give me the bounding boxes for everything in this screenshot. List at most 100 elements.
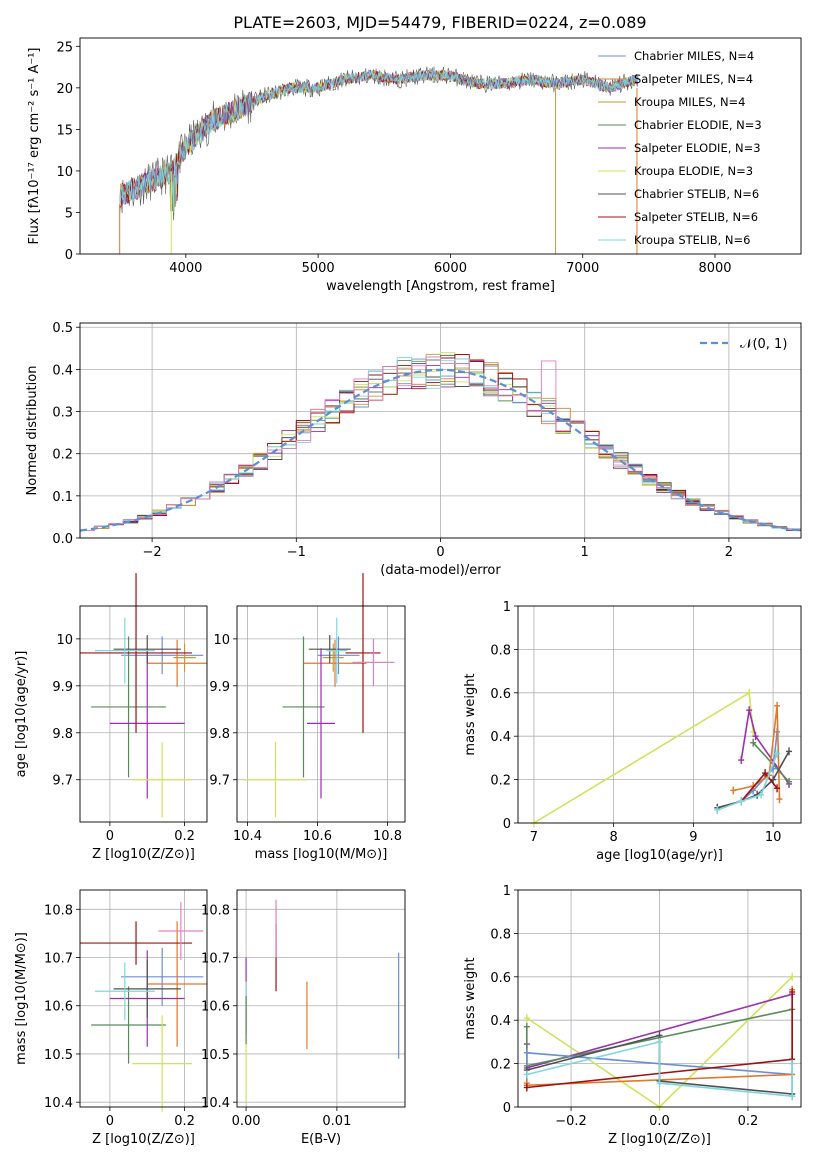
x-tick-label: 8 xyxy=(610,830,618,845)
y-tick-label: 1 xyxy=(503,884,511,899)
y-tick-label: 9.8 xyxy=(52,727,73,742)
chart-weight_vs_Z: −0.2 0.0 0.2 0 0.2 0.4 0.6 0.8 1 Z [log10(Z/Z⊙)] m… xyxy=(463,884,802,1147)
y-axis-label: mass [log10(M/M⊙)] xyxy=(14,932,29,1065)
x-tick-label: 10 xyxy=(765,830,782,845)
chart-residual_hist: −2 −1 0 1 2 0.0 0.1 0.2 0.3 0.4 0.5 (data-model)/er… xyxy=(25,321,802,578)
axes-frame xyxy=(79,322,802,539)
y-tick-label: 0.0 xyxy=(52,532,73,547)
x-axis-label: Z [log10(Z/Z⊙)] xyxy=(608,1132,711,1147)
y-tick-label: 10.8 xyxy=(201,903,230,918)
y-tick-label: 5 xyxy=(65,206,73,221)
legend-entry: Chabrier STELIB, N=6 xyxy=(634,187,759,201)
x-tick-label: 0 xyxy=(106,1114,114,1129)
x-axis-label: wavelength [Angstrom, rest frame] xyxy=(326,279,555,294)
y-tick-label: 10 xyxy=(56,633,73,648)
axes-frame xyxy=(79,889,208,1108)
y-tick-label: 0.8 xyxy=(490,643,511,658)
weight-line-kroupa_stelib xyxy=(717,753,778,811)
y-tick-label: 0.8 xyxy=(490,927,511,942)
y-tick-label: 0.6 xyxy=(490,971,511,986)
x-axis-label: mass [log10(M/M⊙)] xyxy=(255,847,388,862)
x-tick-label: 2 xyxy=(725,545,733,560)
y-tick-label: 0.6 xyxy=(490,687,511,702)
x-axis-label: age [log10(age/yr)] xyxy=(596,848,723,863)
y-tick-label: 10.5 xyxy=(201,1048,230,1063)
y-tick-label: 0.1 xyxy=(52,490,73,505)
x-axis-label: (data-model)/error xyxy=(380,563,501,578)
y-axis-label: Flux [fλ10⁻¹⁷ erg cm⁻² s⁻¹ A⁻¹] xyxy=(27,48,42,245)
weight-line-salpeter_elodie xyxy=(740,710,790,785)
y-tick-label: 10.6 xyxy=(201,1000,230,1015)
y-tick-label: 9.7 xyxy=(52,774,73,789)
x-axis-label: Z [log10(Z/Z⊙)] xyxy=(92,1132,195,1147)
figure-title: PLATE=2603, MJD=54479, FIBERID=0224, z=0… xyxy=(233,13,646,32)
y-tick-label: 10.7 xyxy=(201,952,230,967)
x-tick-label: 10.6 xyxy=(303,829,332,844)
x-tick-label: 10.4 xyxy=(233,829,262,844)
axes-frame xyxy=(517,889,802,1108)
y-tick-label: 9.9 xyxy=(209,680,230,695)
y-tick-label: 9.8 xyxy=(209,727,230,742)
x-tick-label: 0.2 xyxy=(738,1114,759,1129)
x-tick-label: −2 xyxy=(143,545,162,560)
x-tick-label: 5000 xyxy=(302,261,335,276)
axes-frame xyxy=(236,889,406,1108)
spectrum-line-chabrier_miles xyxy=(119,70,639,208)
legend-entry: Salpeter MILES, N=4 xyxy=(634,72,753,86)
y-tick-label: 10 xyxy=(213,633,230,648)
y-tick-label: 10.4 xyxy=(44,1096,73,1111)
normal-curve xyxy=(79,368,802,532)
y-tick-label: 0.4 xyxy=(490,1014,511,1029)
y-tick-label: 0 xyxy=(503,817,511,832)
legend-entry: Salpeter ELODIE, N=3 xyxy=(634,141,761,155)
legend-entry: 𝒩(0, 1) xyxy=(740,337,787,352)
x-tick-label: 7 xyxy=(530,830,538,845)
y-tick-label: 25 xyxy=(56,40,73,55)
y-tick-label: 1 xyxy=(503,600,511,615)
x-tick-label: 0 xyxy=(436,545,444,560)
legend-entry: Salpeter STELIB, N=6 xyxy=(634,210,758,224)
axes-frame xyxy=(236,605,406,823)
x-tick-label: 9 xyxy=(689,830,697,845)
y-tick-label: 10 xyxy=(56,165,73,180)
y-axis-label: mass weight xyxy=(463,673,478,755)
x-tick-label: 8000 xyxy=(698,261,731,276)
y-tick-label: 10.4 xyxy=(201,1096,230,1111)
x-tick-label: 0.2 xyxy=(174,1114,195,1129)
y-axis-label: Normed distribution xyxy=(25,366,40,496)
chart-age_vs_mass: 10.4 10.6 10.8 9.7 9.8 9.9 10 mass [log10(M/M⊙)… xyxy=(209,573,406,862)
y-tick-label: 0.2 xyxy=(490,774,511,789)
x-tick-label: 1 xyxy=(581,545,589,560)
legend-entry: Kroupa STELIB, N=6 xyxy=(634,233,751,247)
y-tick-label: 10.7 xyxy=(44,952,73,967)
legend-entry: Chabrier ELODIE, N=3 xyxy=(634,118,762,132)
x-axis-label: E(B-V) xyxy=(301,1132,341,1147)
axes-frame xyxy=(79,605,208,823)
x-tick-label: 6000 xyxy=(434,261,467,276)
x-axis-label: Z [log10(Z/Z⊙)] xyxy=(92,847,195,862)
y-axis-label: mass weight xyxy=(463,957,478,1039)
y-tick-label: 10.6 xyxy=(44,1000,73,1015)
y-tick-label: 0.2 xyxy=(52,448,73,463)
y-tick-label: 10.5 xyxy=(44,1048,73,1063)
y-tick-label: 0 xyxy=(65,248,73,263)
y-tick-label: 0.2 xyxy=(490,1058,511,1073)
axes-frame xyxy=(517,605,802,824)
chart-mass_vs_Z: 0 0.2 10.4 10.5 10.6 10.7 10.8 Z [log10(Z/Z⊙)] m… xyxy=(14,889,208,1147)
legend-entry: Kroupa ELODIE, N=3 xyxy=(634,164,753,178)
chart-mass_vs_EBV: 0.00 0.01 10.4 10.5 10.6 10.7 10.8 E(B-V) xyxy=(201,889,406,1147)
y-axis-label: age [log10(age/yr)] xyxy=(14,651,29,778)
legend-entry: Kroupa MILES, N=4 xyxy=(634,95,746,109)
x-tick-label: 0.0 xyxy=(649,1114,670,1129)
spectrum-line-kroupa_stelib xyxy=(119,69,639,213)
x-tick-label: −0.2 xyxy=(555,1114,587,1129)
y-tick-label: 0.5 xyxy=(52,321,73,336)
x-tick-label: −1 xyxy=(287,545,306,560)
x-tick-label: 0.00 xyxy=(232,1114,261,1129)
y-tick-label: 9.9 xyxy=(52,680,73,695)
chart-spectrum: 4000 5000 6000 7000 8000 0 5 10 15 20 25 wavelength… xyxy=(27,37,802,294)
axes-frame xyxy=(79,37,802,255)
chart-weight_vs_age: 7 8 9 10 0 0.2 0.4 0.6 0.8 1 age [log10(age/yr)] ma… xyxy=(463,600,802,863)
y-tick-label: 9.7 xyxy=(209,774,230,789)
